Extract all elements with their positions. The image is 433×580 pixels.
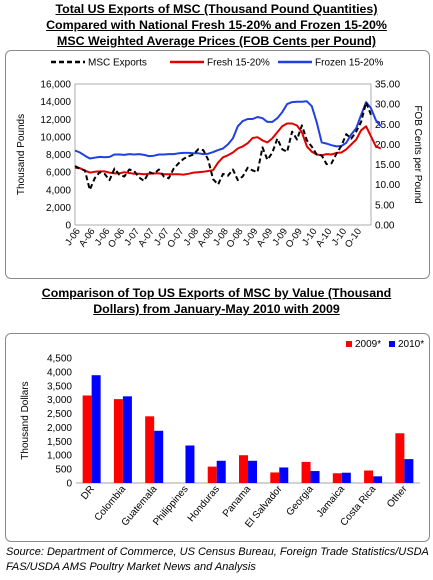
y-tick-label: 0 xyxy=(65,221,71,232)
chart2-title: Comparison of Top US Exports of MSC by V… xyxy=(0,285,433,317)
category-label: DR xyxy=(79,484,97,502)
bar-2009 xyxy=(82,395,92,483)
y2-axis-title: FOB Cents per Pound xyxy=(412,105,423,203)
source-note: Source: Department of Commerce, US Censu… xyxy=(6,546,429,573)
bar-2009 xyxy=(301,461,311,483)
y-tick-label: 3,500 xyxy=(47,381,72,392)
bar-2010 xyxy=(154,430,164,483)
category-label: Georgia xyxy=(285,484,317,519)
chart1-title: Total US Exports of MSC (Thousand Pound … xyxy=(0,1,433,49)
y-tick-label: 10,000 xyxy=(40,132,71,143)
line-chart: 0 2,000 4,000 6,000 8,000 10,000 12,000 14,000 1… xyxy=(16,58,423,251)
legend-label-fresh: Fresh 15-20% xyxy=(207,58,270,69)
bar-2009 xyxy=(145,416,155,483)
bar-2010 xyxy=(404,459,414,483)
y-tick-label: 2,000 xyxy=(46,203,71,214)
legend-label-msc: MSC Exports xyxy=(88,58,147,69)
y-tick-label: 2,000 xyxy=(47,423,72,434)
bar-2010 xyxy=(279,467,289,483)
chart2-title-line1: Comparison of Top US Exports of MSC by V… xyxy=(41,286,392,300)
y2-tick-label: 15.00 xyxy=(375,160,400,171)
y2-tick-label: 30.00 xyxy=(375,100,400,111)
bar-2009 xyxy=(239,455,248,483)
y2-tick-label: 35.00 xyxy=(375,80,400,91)
y-tick-label: 4,500 xyxy=(47,354,72,365)
y2-tick-label: 0.00 xyxy=(375,221,395,232)
series-line-frozen xyxy=(74,100,382,160)
y-tick-label: 2,500 xyxy=(47,409,72,420)
bar-2009 xyxy=(364,470,374,483)
y-tick-label: 4,000 xyxy=(47,367,72,378)
line-chart-panel: 0 2,000 4,000 6,000 8,000 10,000 12,000 14,000 1… xyxy=(5,50,430,279)
bar-2010 xyxy=(373,476,383,483)
chart1-title-line1: Total US Exports of MSC (Thousand Pound … xyxy=(55,2,378,16)
y-tick-label: 6,000 xyxy=(46,168,71,179)
category-label: Jamaica xyxy=(315,484,348,520)
y-tick-label: 500 xyxy=(55,465,72,476)
y2-tick-label: 5.00 xyxy=(375,200,395,211)
category-label: Honduras xyxy=(186,484,222,524)
bar-2009 xyxy=(332,473,342,483)
y-tick-label: 3,000 xyxy=(47,395,72,406)
bar-2010 xyxy=(216,460,226,483)
y-tick-label: 1,000 xyxy=(47,451,72,462)
legend-label-2010: 2010* xyxy=(398,339,424,350)
category-label: Other xyxy=(385,483,410,510)
y-axis-title: Thousand Pounds xyxy=(16,114,27,195)
chart2-title-line2: Dollars) from January-May 2010 with 2009 xyxy=(93,302,340,316)
series-line-fresh xyxy=(74,122,382,176)
bar-2010 xyxy=(248,460,257,483)
category-label: Panama xyxy=(221,484,254,520)
bar-2010 xyxy=(91,375,101,483)
bar-2009 xyxy=(207,466,217,483)
bar-2010 xyxy=(310,471,320,483)
y-tick-label: 1,500 xyxy=(47,437,72,448)
y2-tick-label: 25.00 xyxy=(375,120,400,131)
chart1-title-line3: MSC Weighted Average Prices (FOB Cents p… xyxy=(57,34,376,48)
bar-2009 xyxy=(270,472,280,483)
y2-tick-label: 10.00 xyxy=(375,180,400,191)
bar-2009 xyxy=(113,399,123,483)
bar-2009 xyxy=(395,433,405,483)
bar-2010 xyxy=(185,445,195,483)
legend-label-frozen: Frozen 15-20% xyxy=(315,58,383,69)
bar-chart-panel: 0 500 1,000 1,500 2,000 2,500 3,000 3,500 4,000 4… xyxy=(5,333,430,542)
y-axis-title: Thousand Dollars xyxy=(20,381,31,459)
chart1-title-line2: Compared with National Fresh 15-20% and … xyxy=(46,18,387,32)
y-tick-label: 12,000 xyxy=(40,115,71,126)
bar-2010 xyxy=(122,396,132,483)
x-tick-label: O-10 xyxy=(343,226,364,250)
legend-swatch-2010 xyxy=(389,341,395,347)
y-tick-label: 16,000 xyxy=(40,80,71,91)
y-tick-label: 14,000 xyxy=(40,97,71,108)
bar-2010 xyxy=(341,472,351,483)
plot-area xyxy=(74,83,372,226)
series-line-msc xyxy=(74,101,372,191)
bar-chart: 0 500 1,000 1,500 2,000 2,500 3,000 3,500 4,000 4… xyxy=(20,339,424,530)
legend-label-2009: 2009* xyxy=(355,339,381,350)
y-tick-label: 8,000 xyxy=(46,150,71,161)
legend-swatch-2009 xyxy=(346,341,352,347)
y-tick-label: 4,000 xyxy=(46,185,71,196)
y-tick-label: 0 xyxy=(66,479,72,490)
y2-tick-label: 20.00 xyxy=(375,140,400,151)
